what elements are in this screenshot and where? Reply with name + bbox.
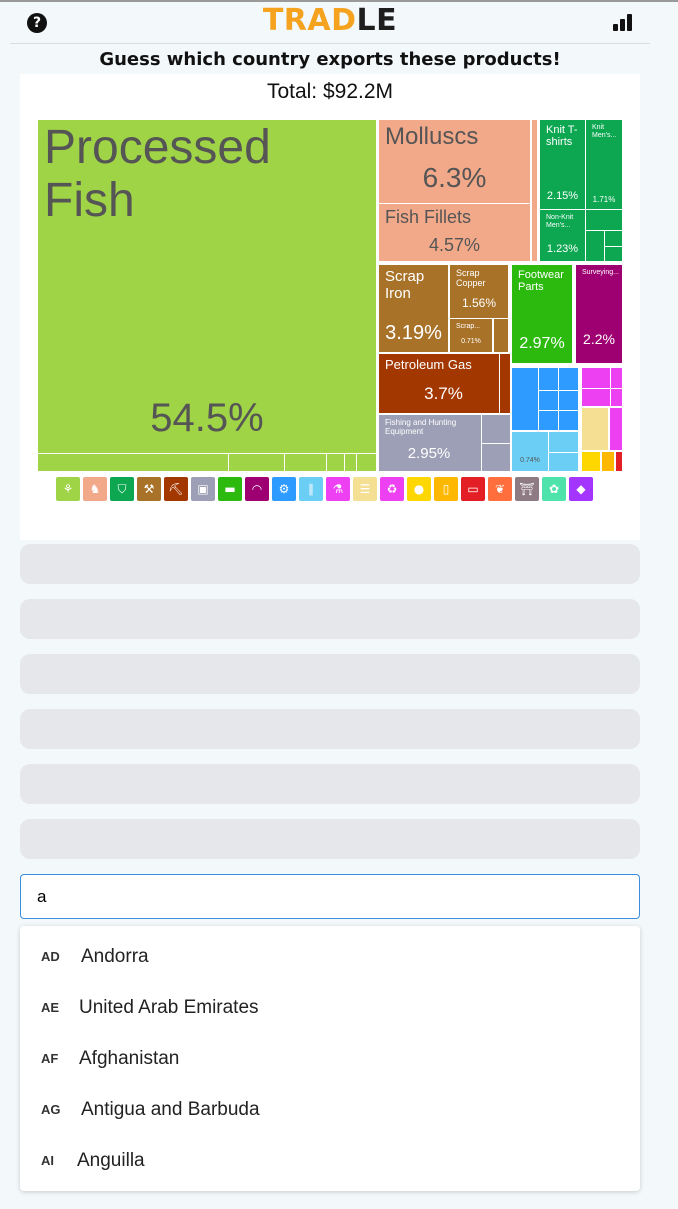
tile-petroleum-gas: Petroleum Gas 3.7%: [378, 353, 509, 414]
tile-processed-fish: Processed Fish 54.5%: [37, 119, 377, 472]
gauge-icon: ◠: [245, 477, 269, 501]
gear-icon: ⚙: [272, 477, 296, 501]
guess-row-6: [20, 819, 640, 859]
tile-scrap-iron: Scrap Iron 3.19%: [378, 264, 449, 353]
tile-footwear-parts: Footwear Parts 2.97%: [511, 264, 573, 364]
shirt-icon: ⛉: [110, 477, 134, 501]
guess-row-3: [20, 654, 640, 694]
tile-nonknit-mens: Non-Knit Men's... 1.23%: [539, 209, 586, 262]
tile-machines: [511, 367, 579, 431]
box-icon: ▣: [191, 477, 215, 501]
guess-row-5: [20, 764, 640, 804]
country-search-input[interactable]: [20, 874, 640, 919]
suggestion-item[interactable]: AD Andorra: [41, 946, 149, 967]
guess-row-4: [20, 709, 640, 749]
tile-label: Processed Fish: [44, 121, 271, 227]
tile-surveying: Surveying... 2.2%: [575, 264, 623, 364]
pickaxe-icon: ⛏: [164, 477, 188, 501]
stats-icon[interactable]: [613, 14, 633, 31]
tile-plastics: [615, 451, 623, 472]
bottle-icon: ▯: [434, 477, 458, 501]
suggestion-item[interactable]: AF Afghanistan: [41, 1048, 180, 1069]
road-icon: ∥: [299, 477, 323, 501]
suggestion-item[interactable]: AE United Arab Emirates: [41, 997, 259, 1018]
total-value: Total: $92.2M: [266, 80, 394, 103]
guess-row-1: [20, 544, 640, 584]
tile-knit-mens: Knit Men's... 1.71%: [585, 119, 623, 210]
app-logo: TRADLE: [262, 3, 398, 38]
tile-paper: [581, 407, 609, 451]
tile-textiles-misc: [585, 209, 623, 262]
tile-minerals-small: [499, 353, 511, 414]
tile-small-animal: [531, 119, 538, 262]
anvil-icon: ⚒: [137, 477, 161, 501]
top-border: [0, 0, 678, 2]
app-header: ? TRADLE: [10, 2, 650, 44]
wheat-icon: ⚘: [56, 477, 80, 501]
tile-fish-fillets: Fish Fillets 4.57%: [378, 203, 531, 262]
suggestion-item[interactable]: AI Anguilla: [41, 1150, 145, 1171]
tile-knit-tshirts: Knit T-shirts 2.15%: [539, 119, 586, 210]
tile-chemicals: [581, 367, 623, 407]
tile-scrap-copper: Scrap Copper 1.56%: [449, 264, 509, 319]
tile-vegetable: [581, 451, 601, 472]
help-icon[interactable]: ?: [27, 13, 47, 33]
tile-fishing-equipment: Fishing and Hunting Equipment 2.95%: [378, 414, 511, 472]
tile-molluscs: Molluscs 6.3%: [378, 119, 531, 204]
tile-transport: 0.74%: [511, 431, 579, 472]
diamond-icon: ◆: [569, 477, 593, 501]
plastic-icon: ▭: [461, 477, 485, 501]
easel-icon: ⛩: [515, 477, 539, 501]
category-legend: ⚘ ♞ ⛉ ⚒ ⛏ ▣ ▬ ◠ ⚙ ∥ ⚗ ☰ ♻ ● ▯ ▭ ❦ ⛩ ✿ ◆: [56, 477, 596, 501]
flask-icon: ⚗: [326, 477, 350, 501]
animal-icon: ♞: [83, 477, 107, 501]
suggestion-item[interactable]: AG Antigua and Barbuda: [41, 1099, 260, 1120]
tile-scrap-small: [493, 318, 509, 353]
country-suggestions: AD Andorra AE United Arab Emirates AF Af…: [20, 926, 640, 1191]
recycle-icon: ♻: [380, 477, 404, 501]
guess-row-2: [20, 599, 640, 639]
hide-icon: ✿: [542, 477, 566, 501]
shoe-icon: ▬: [218, 477, 242, 501]
tile-scrap-other: Scrap... 0.71%: [449, 318, 493, 353]
fruit-icon: ●: [407, 477, 431, 501]
paper-icon: ☰: [353, 477, 377, 501]
game-prompt: Guess which country exports these produc…: [99, 49, 561, 70]
leaf-icon: ❦: [488, 477, 512, 501]
tile-value: 54.5%: [150, 396, 264, 440]
tile-foodstuffs: [601, 451, 615, 472]
tile-chemicals-2: [609, 407, 623, 451]
